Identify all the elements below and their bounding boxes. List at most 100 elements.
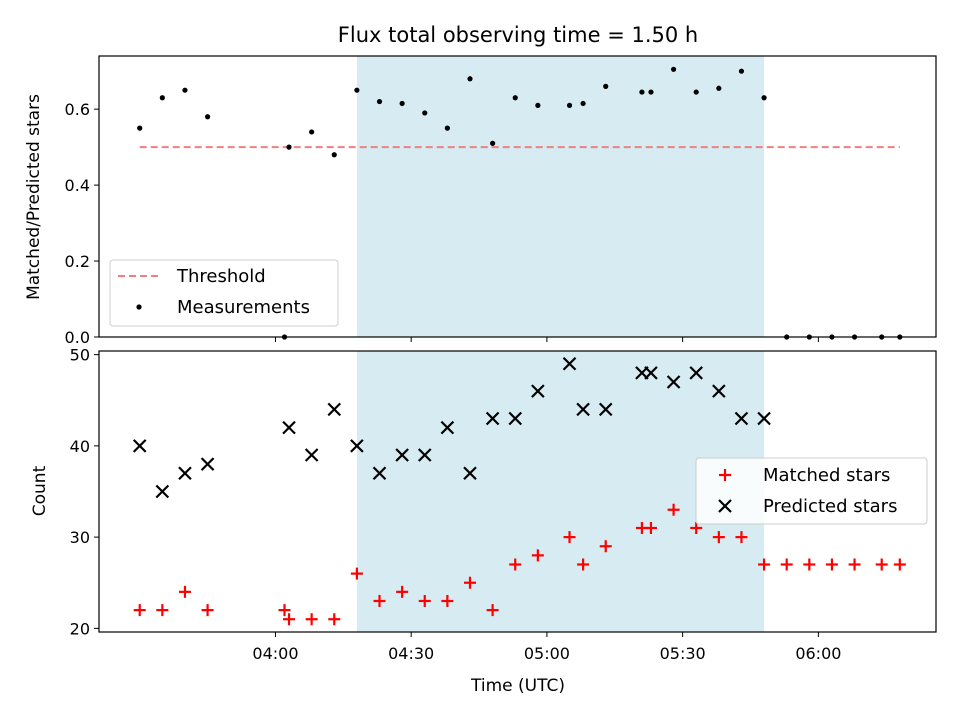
matched-star-marker bbox=[178, 585, 191, 598]
matched-star-marker bbox=[328, 613, 341, 626]
top-ytick-label: 0.2 bbox=[65, 252, 90, 271]
matched-star-marker bbox=[577, 558, 590, 571]
top-legend: Threshold Measurements bbox=[109, 259, 339, 327]
matched-star-marker bbox=[278, 604, 291, 617]
measurement-point bbox=[286, 144, 292, 150]
measurement-point bbox=[309, 129, 315, 135]
predicted-star-marker bbox=[132, 439, 147, 453]
matched-star-marker bbox=[486, 604, 499, 617]
measurement-point bbox=[204, 114, 211, 120]
top-axes-frame bbox=[98, 55, 937, 338]
predicted-star-marker bbox=[440, 420, 455, 435]
predicted-star-marker bbox=[734, 411, 749, 426]
measurement-point bbox=[182, 87, 188, 93]
matched-star-marker bbox=[531, 549, 544, 562]
matched-star-marker bbox=[509, 558, 522, 571]
matched-star-marker bbox=[396, 585, 409, 598]
matched-star-marker bbox=[418, 594, 431, 607]
predicted-star-marker bbox=[576, 402, 590, 417]
top-panel: Matched/Predicted stars bbox=[24, 55, 937, 340]
legend-predicted-swatch bbox=[718, 499, 732, 513]
measurement-point bbox=[331, 152, 337, 158]
matched-star-marker bbox=[373, 594, 386, 607]
legend-matched-swatch bbox=[719, 469, 731, 481]
predicted-star-marker bbox=[463, 466, 477, 481]
predicted-star-marker bbox=[598, 402, 613, 417]
matched-star-marker bbox=[563, 531, 576, 544]
predicted-star-marker bbox=[757, 411, 771, 426]
predicted-star-marker bbox=[712, 384, 726, 398]
chart-title: Flux total observing time = 1.50 h bbox=[338, 23, 698, 47]
matched-star-marker bbox=[201, 604, 214, 617]
bottom-xlabel: Time (UTC) bbox=[470, 676, 565, 696]
matched-star-marker bbox=[735, 531, 748, 544]
legend-predicted-label: Predicted stars bbox=[763, 496, 897, 517]
bottom-xtick-label: 04:00 bbox=[252, 644, 298, 663]
matched-star-marker bbox=[667, 503, 680, 516]
predicted-star-marker bbox=[178, 466, 192, 481]
measurement-point bbox=[580, 100, 586, 107]
matched-star-marker bbox=[305, 613, 318, 626]
measurement-point bbox=[137, 125, 143, 131]
bottom-ylabel: Count bbox=[30, 465, 50, 516]
matched-star-marker bbox=[875, 558, 888, 571]
measurement-point bbox=[399, 100, 405, 107]
top-ylabel: Matched/Predicted stars bbox=[24, 94, 44, 300]
measurement-point bbox=[716, 85, 722, 91]
bottom-ytick-label: 30 bbox=[70, 528, 90, 547]
matched-star-marker bbox=[893, 558, 906, 571]
matched-star-marker bbox=[780, 558, 793, 571]
bottom-xtick-label: 05:30 bbox=[660, 644, 706, 663]
matched-star-marker bbox=[599, 540, 612, 553]
bottom-legend-box bbox=[695, 457, 928, 525]
matched-star-marker bbox=[156, 604, 169, 617]
predicted-star-marker bbox=[508, 411, 523, 426]
predicted-star-marker bbox=[666, 375, 681, 389]
measurement-point bbox=[639, 89, 645, 95]
bottom-axes-frame bbox=[98, 350, 937, 633]
predicted-star-marker bbox=[644, 366, 658, 380]
measurement-point bbox=[603, 83, 609, 89]
predicted-star-marker bbox=[282, 420, 296, 435]
predicted-star-marker bbox=[689, 366, 703, 380]
matched-star-marker bbox=[283, 613, 296, 626]
measurement-point bbox=[738, 68, 745, 74]
predicted-star-marker bbox=[350, 439, 364, 453]
predicted-star-marker bbox=[485, 411, 500, 426]
legend-matched-label: Matched stars bbox=[763, 465, 890, 486]
measurement-point bbox=[422, 110, 428, 116]
bottom-ytick-label: 20 bbox=[70, 619, 90, 638]
predicted-star-marker bbox=[155, 484, 170, 499]
bottom-ytick-label: 50 bbox=[70, 346, 90, 365]
measurement-point bbox=[376, 98, 383, 105]
matched-star-marker bbox=[848, 558, 861, 571]
predicted-star-marker bbox=[200, 457, 215, 471]
measurement-point bbox=[490, 140, 496, 146]
predicted-star-marker bbox=[372, 466, 387, 481]
bottom-legend: Matched stars Predicted stars bbox=[695, 457, 928, 525]
measurement-point bbox=[354, 87, 360, 93]
measurement-point bbox=[467, 76, 473, 82]
top-ytick-label: 0.6 bbox=[65, 100, 90, 119]
legend-threshold-label: Threshold bbox=[176, 266, 266, 287]
predicted-star-marker bbox=[304, 448, 319, 462]
bottom-xtick-label: 04:30 bbox=[388, 644, 434, 663]
bottom-xtick-label: 05:00 bbox=[524, 644, 570, 663]
matched-star-marker bbox=[350, 567, 363, 580]
predicted-star-marker bbox=[327, 402, 342, 417]
matched-star-marker bbox=[133, 604, 146, 617]
matched-star-marker bbox=[803, 558, 816, 571]
predicted-star-marker bbox=[417, 448, 432, 462]
top-ytick-label: 0.4 bbox=[65, 176, 90, 195]
measurement-point bbox=[670, 66, 677, 72]
measurement-point bbox=[512, 95, 518, 101]
predicted-star-marker bbox=[531, 384, 545, 398]
measurement-point bbox=[761, 95, 767, 101]
predicted-star-marker bbox=[562, 356, 577, 371]
matched-star-marker bbox=[441, 594, 454, 607]
matched-star-marker bbox=[644, 521, 657, 534]
legend-measurements-swatch bbox=[136, 304, 142, 310]
top-shaded-span bbox=[356, 56, 765, 337]
measurement-point bbox=[693, 89, 699, 95]
